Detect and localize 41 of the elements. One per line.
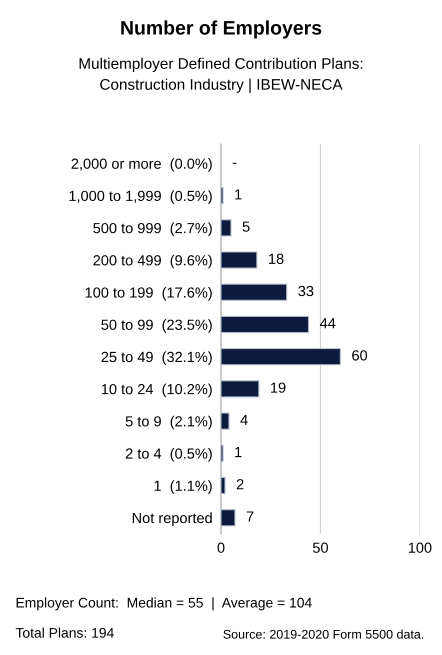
y-tick-label: 50 to 99 (23.5%)	[101, 319, 212, 333]
y-tick-label: 200 to 499 (9.6%)	[93, 254, 212, 268]
bar	[221, 348, 341, 366]
bar	[221, 251, 258, 269]
bar	[221, 316, 310, 334]
bar	[221, 476, 226, 494]
x-tick-label: 100	[408, 542, 432, 553]
text: Employer Count: Median = 55 | Average = 104	[16, 597, 312, 610]
y-tick-label: 100 to 199 (17.6%)	[86, 286, 212, 301]
y-tick-label: Not reported	[132, 512, 212, 526]
y-tick-label: 1,000 to 1,999 (0.5%)	[69, 190, 212, 204]
data-label: 60	[352, 350, 368, 361]
bar	[221, 284, 288, 301]
data-label: 33	[298, 286, 314, 296]
bar	[221, 509, 236, 526]
data-label: 5	[242, 222, 250, 232]
y-tick-label: 25 to 49 (32.1%)	[102, 351, 212, 365]
text: Total Plans: 194	[16, 628, 114, 638]
data-label: 1	[235, 447, 242, 458]
data-label: 18	[269, 254, 284, 264]
chart-title: Number of Employers	[121, 20, 322, 39]
y-tick-label: 2,000 or more (0.0%)	[72, 158, 212, 172]
data-label: -	[232, 162, 236, 164]
data-label: 7	[246, 511, 254, 522]
x-tick-label: 50	[312, 542, 328, 553]
data-label: 2	[236, 479, 244, 490]
y-tick-label: 500 to 999 (2.7%)	[93, 222, 212, 236]
source-note: Source: 2019-2020 Form 5500 data.	[223, 630, 424, 639]
data-label: 44	[320, 318, 336, 328]
bar	[221, 380, 260, 398]
data-label: 1	[235, 189, 242, 200]
chart-subtitle: Multiemployer Defined Contribution Plans: Construction Industry | IBEW-NECA	[80, 58, 362, 93]
bar	[221, 219, 232, 236]
data-label: 19	[271, 382, 286, 393]
data-label: 4	[240, 414, 248, 425]
y-tick-label: 2 to 4 (0.5%)	[126, 448, 212, 462]
y-tick-label: 1 (1.1%)	[154, 480, 212, 494]
y-tick-label: 5 to 9 (2.1%)	[126, 416, 212, 430]
bar	[221, 412, 230, 430]
y-tick-label: 10 to 24 (10.2%)	[102, 384, 212, 398]
x-tick-label: 0	[218, 542, 224, 553]
